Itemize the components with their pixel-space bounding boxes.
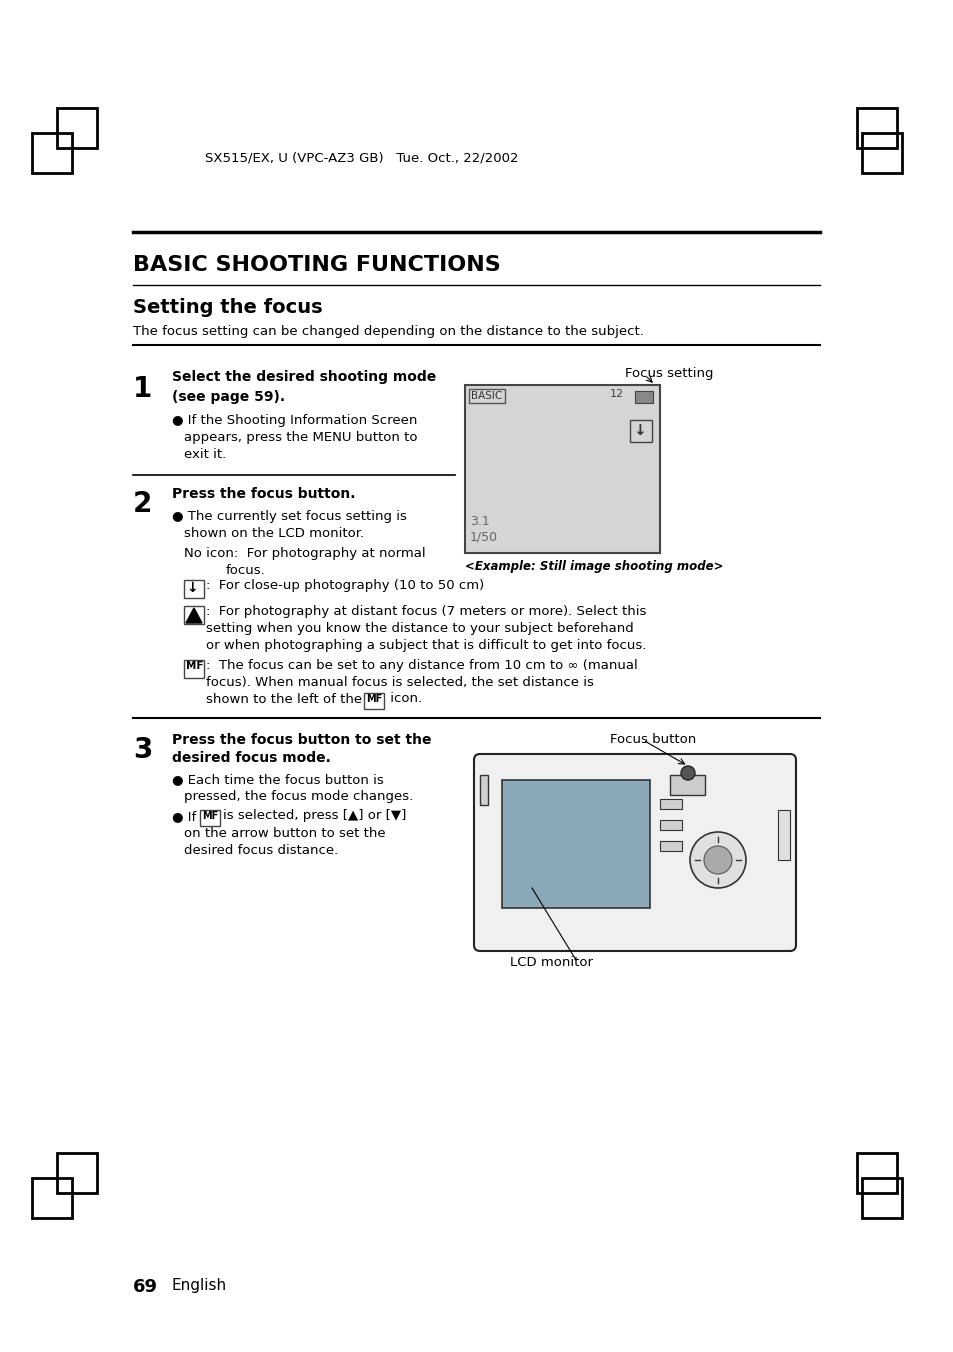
Text: MF: MF — [202, 811, 218, 821]
Text: shown on the LCD monitor.: shown on the LCD monitor. — [184, 527, 364, 539]
Bar — [856, 108, 896, 147]
Text: :  For close-up photography (10 to 50 cm): : For close-up photography (10 to 50 cm) — [206, 579, 484, 592]
Text: desired focus mode.: desired focus mode. — [172, 750, 331, 765]
Text: The focus setting can be changed depending on the distance to the subject.: The focus setting can be changed dependi… — [132, 324, 643, 338]
Text: ↓: ↓ — [633, 423, 645, 438]
Bar — [184, 580, 204, 598]
Bar — [479, 775, 488, 804]
Text: 3.1: 3.1 — [470, 515, 489, 529]
Text: 1: 1 — [132, 375, 152, 403]
Text: MF: MF — [186, 661, 203, 671]
Text: :  For photography at distant focus (7 meters or more). Select this: : For photography at distant focus (7 me… — [206, 604, 646, 618]
Circle shape — [689, 831, 745, 888]
Circle shape — [703, 846, 731, 873]
Bar — [501, 780, 649, 909]
Bar — [659, 841, 681, 850]
Bar — [862, 132, 901, 173]
Bar — [57, 1153, 97, 1192]
Text: 2: 2 — [132, 489, 152, 518]
Text: is selected, press [▲] or [▼]: is selected, press [▲] or [▼] — [223, 808, 406, 822]
Bar — [32, 132, 71, 173]
Bar — [364, 694, 384, 708]
Text: 3: 3 — [132, 735, 152, 764]
Text: focus). When manual focus is selected, the set distance is: focus). When manual focus is selected, t… — [206, 676, 594, 690]
Text: appears, press the MENU button to: appears, press the MENU button to — [184, 431, 417, 443]
Bar — [184, 660, 204, 677]
Bar — [464, 385, 659, 553]
Bar — [856, 1153, 896, 1192]
Bar — [659, 821, 681, 830]
Text: Press the focus button.: Press the focus button. — [172, 487, 355, 502]
Text: <Example: Still image shooting mode>: <Example: Still image shooting mode> — [464, 560, 722, 573]
Bar — [184, 606, 204, 625]
Circle shape — [680, 767, 695, 780]
Text: ● If: ● If — [172, 810, 200, 823]
Text: focus.: focus. — [226, 564, 266, 577]
Text: LCD monitor: LCD monitor — [510, 956, 593, 969]
Text: No icon:  For photography at normal: No icon: For photography at normal — [184, 548, 425, 560]
Text: icon.: icon. — [386, 692, 421, 704]
Text: or when photographing a subject that is difficult to get into focus.: or when photographing a subject that is … — [206, 639, 646, 652]
Text: Press the focus button to set the: Press the focus button to set the — [172, 733, 431, 748]
Text: :  The focus can be set to any distance from 10 cm to ∞ (manual: : The focus can be set to any distance f… — [206, 658, 638, 672]
Bar — [57, 108, 97, 147]
Text: ↓: ↓ — [186, 581, 197, 595]
Text: SX515/EX, U (VPC-AZ3 GB)   Tue. Oct., 22/2002: SX515/EX, U (VPC-AZ3 GB) Tue. Oct., 22/2… — [205, 151, 518, 165]
Bar — [200, 810, 220, 826]
Text: ● Each time the focus button is: ● Each time the focus button is — [172, 773, 383, 786]
Bar — [635, 391, 652, 403]
Text: Setting the focus: Setting the focus — [132, 297, 322, 316]
Bar — [469, 389, 504, 403]
Text: pressed, the focus mode changes.: pressed, the focus mode changes. — [184, 790, 413, 803]
Text: exit it.: exit it. — [184, 448, 226, 461]
Text: desired focus distance.: desired focus distance. — [184, 844, 338, 857]
Text: (see page 59).: (see page 59). — [172, 389, 285, 404]
Text: MF: MF — [366, 694, 382, 704]
Text: setting when you know the distance to your subject beforehand: setting when you know the distance to yo… — [206, 622, 633, 635]
Text: English: English — [172, 1278, 227, 1293]
Text: Select the desired shooting mode: Select the desired shooting mode — [172, 370, 436, 384]
Text: 69: 69 — [132, 1278, 158, 1297]
Bar — [669, 775, 704, 795]
Text: shown to the left of the: shown to the left of the — [206, 694, 366, 706]
Bar — [629, 420, 651, 442]
Text: 12: 12 — [609, 389, 623, 399]
Bar — [659, 799, 681, 808]
Text: BASIC: BASIC — [471, 391, 501, 402]
Text: Focus setting: Focus setting — [624, 366, 713, 380]
Text: ● If the Shooting Information Screen: ● If the Shooting Information Screen — [172, 414, 417, 427]
Text: BASIC SHOOTING FUNCTIONS: BASIC SHOOTING FUNCTIONS — [132, 256, 500, 274]
Text: ● The currently set focus setting is: ● The currently set focus setting is — [172, 510, 406, 523]
FancyBboxPatch shape — [474, 754, 795, 950]
Polygon shape — [186, 608, 202, 623]
Bar — [862, 1178, 901, 1218]
Text: on the arrow button to set the: on the arrow button to set the — [184, 827, 385, 840]
Bar — [32, 1178, 71, 1218]
Text: Focus button: Focus button — [609, 733, 696, 746]
Text: 1/50: 1/50 — [470, 531, 497, 544]
Bar — [778, 810, 789, 860]
